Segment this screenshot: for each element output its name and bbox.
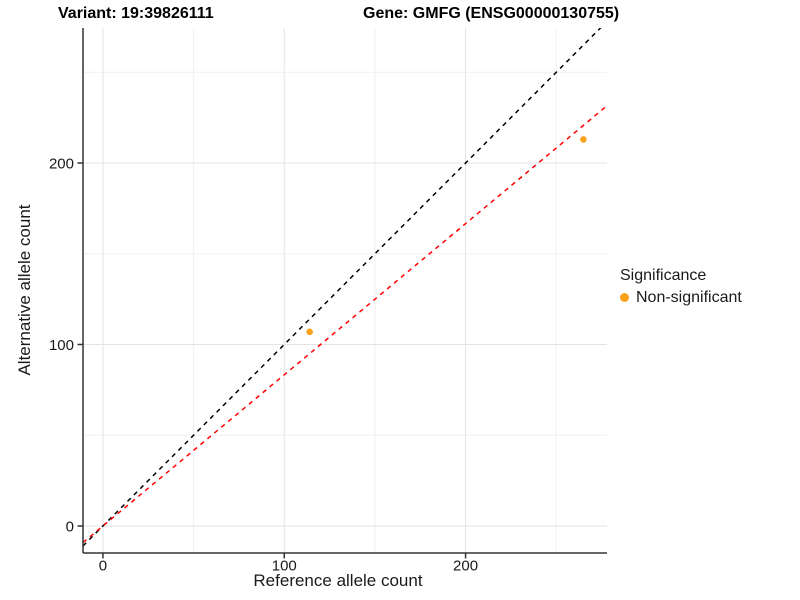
legend-item-label: Non-significant xyxy=(636,289,742,306)
gene-title: Gene: GMFG (ENSG00000130755) xyxy=(363,5,620,22)
legend-title: Significance xyxy=(620,267,707,284)
y-axis-title: Alternative allele count xyxy=(15,204,34,376)
legend: Significance Non-significant xyxy=(620,266,742,307)
x-tick-label: 0 xyxy=(99,558,107,575)
data-point xyxy=(580,136,587,143)
legend-point-icon xyxy=(620,293,629,302)
y-tick-label: 200 xyxy=(49,156,74,173)
legend-item-non-significant: Non-significant xyxy=(620,288,742,307)
x-tick-label: 100 xyxy=(272,558,297,575)
variant-title: Variant: 19:39826111 xyxy=(58,5,214,22)
identity-line xyxy=(83,28,602,547)
x-axis-title: Reference allele count xyxy=(253,571,423,590)
data-point xyxy=(306,328,313,336)
y-tick-label: 0 xyxy=(66,518,74,535)
y-tick-label: 100 xyxy=(49,337,74,354)
allelic-ratio-fit-line xyxy=(83,105,607,544)
x-tick-label: 200 xyxy=(453,558,478,575)
